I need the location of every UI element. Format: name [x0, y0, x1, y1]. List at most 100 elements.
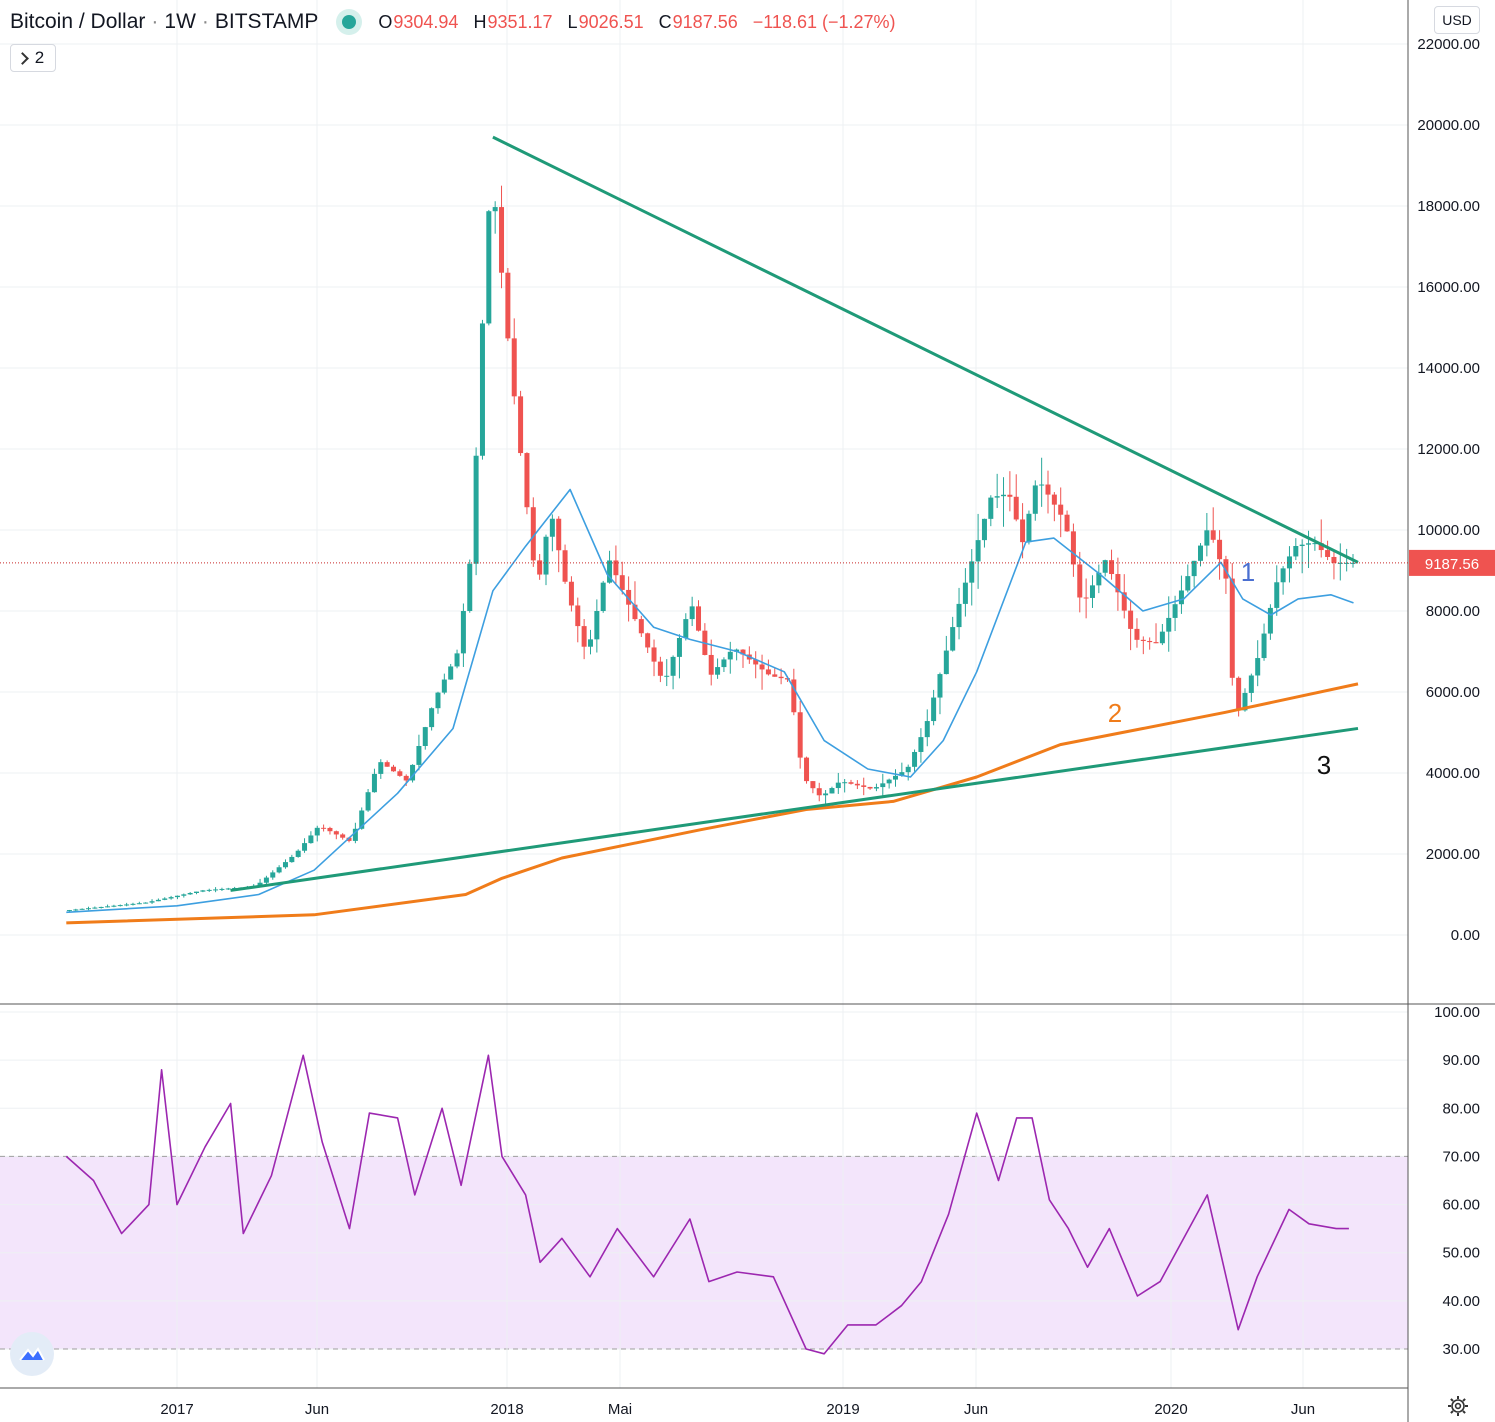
candle-body — [581, 626, 587, 647]
candle-body — [1032, 485, 1038, 514]
candle-body — [708, 654, 714, 675]
candle-body — [1051, 494, 1057, 505]
market-status-icon[interactable] — [342, 15, 357, 29]
candle-body — [225, 888, 231, 890]
candle-body — [918, 737, 924, 752]
candle-body — [1223, 559, 1229, 579]
price-axis-label: 0.00 — [1451, 927, 1480, 944]
candle-body — [575, 605, 581, 627]
candle-body — [130, 903, 136, 905]
descending-trendline — [492, 135, 1359, 564]
candle-body — [715, 667, 721, 675]
low-value: 9026.51 — [578, 11, 644, 32]
candle-body — [867, 786, 873, 789]
candle-body — [1204, 530, 1210, 546]
candle-body — [956, 603, 962, 628]
candle-body — [410, 764, 416, 781]
candle-body — [200, 890, 206, 892]
tradingview-logo-icon[interactable] — [10, 1332, 54, 1376]
time-axis-label: 2017 — [160, 1401, 193, 1418]
interval-label[interactable]: 1W — [164, 10, 196, 33]
time-axis-label: Jun — [1291, 1401, 1315, 1418]
candle-body — [816, 788, 822, 796]
candle-body — [117, 905, 123, 907]
time-axis-label: Mai — [608, 1401, 632, 1418]
candle-body — [333, 831, 339, 835]
candle-body — [1312, 543, 1318, 545]
last-price-tag — [1409, 549, 1495, 576]
candle-body — [600, 582, 606, 611]
candle-body — [689, 606, 695, 620]
indicator-toggle-button[interactable]: 2 — [10, 44, 56, 72]
candle-body — [194, 891, 200, 893]
time-axis-label: 2018 — [490, 1401, 523, 1418]
ascending-trendline — [230, 726, 1359, 892]
candle-body — [92, 907, 98, 909]
candle-body — [524, 453, 530, 508]
annotation-label-3: 3 — [1317, 750, 1331, 780]
candle-body — [143, 902, 149, 904]
currency-button[interactable]: USD — [1434, 6, 1480, 34]
candle-body — [1039, 484, 1045, 486]
candle-body — [174, 895, 180, 898]
low-key: L — [567, 11, 578, 32]
candle-body — [162, 898, 168, 900]
candle-body — [924, 721, 930, 738]
candle-body — [1121, 592, 1127, 611]
candle-body — [1115, 574, 1121, 593]
candle-body — [772, 674, 778, 677]
time-axis-label: 2019 — [826, 1401, 859, 1418]
candle-body — [1077, 564, 1083, 598]
change-value: −118.61 (−1.27%) — [752, 11, 896, 32]
time-axis-label: 2020 — [1154, 1401, 1187, 1418]
candle-body — [365, 792, 371, 811]
candle-body — [651, 647, 657, 662]
high-key: H — [473, 11, 487, 32]
candle-body — [1274, 582, 1280, 608]
indicator-count: 2 — [34, 48, 45, 67]
close-value: 9187.56 — [672, 11, 738, 32]
candle-body — [1178, 590, 1184, 605]
candle-body — [1026, 513, 1032, 543]
candle-body — [378, 762, 384, 774]
candle-body — [1128, 610, 1134, 629]
candle-body — [587, 639, 593, 647]
candle-body — [1153, 642, 1159, 644]
candle-body — [276, 867, 282, 873]
time-axis-label: Jun — [305, 1401, 329, 1418]
candle-body — [206, 889, 212, 891]
candle-body — [1102, 560, 1108, 573]
candle-body — [1172, 604, 1178, 618]
candle-body — [340, 834, 346, 838]
candle-body — [270, 872, 276, 878]
candle-body — [835, 782, 841, 789]
ma-short-line — [66, 488, 1354, 914]
candle-body — [149, 901, 155, 903]
candle-body — [854, 783, 860, 786]
candle-body — [1242, 692, 1248, 711]
separator-dot: · — [201, 10, 209, 33]
candle-body — [371, 773, 377, 793]
candle-body — [136, 903, 142, 905]
candle-body — [765, 669, 771, 675]
candle-body — [994, 496, 1000, 498]
candle-body — [187, 892, 193, 895]
settings-gear-icon[interactable] — [1446, 1394, 1470, 1418]
symbol-name[interactable]: Bitcoin / Dollar — [10, 10, 146, 33]
candle-body — [740, 649, 746, 655]
candle-body — [931, 697, 937, 722]
candle-body — [1210, 530, 1216, 540]
candle-body — [899, 772, 905, 776]
price-axis-label: 10000.00 — [1417, 522, 1480, 539]
last-price-label: 9187.56 — [1425, 556, 1479, 573]
candle-body — [352, 828, 358, 841]
candle-body — [1267, 607, 1273, 634]
candle-body — [1306, 543, 1312, 545]
high-value: 9351.17 — [487, 11, 553, 32]
separator-dot: · — [151, 10, 159, 33]
candle-body — [511, 338, 517, 397]
candle-body — [85, 908, 91, 910]
rsi-line — [65, 1054, 1349, 1355]
open-value: 9304.94 — [393, 11, 459, 32]
